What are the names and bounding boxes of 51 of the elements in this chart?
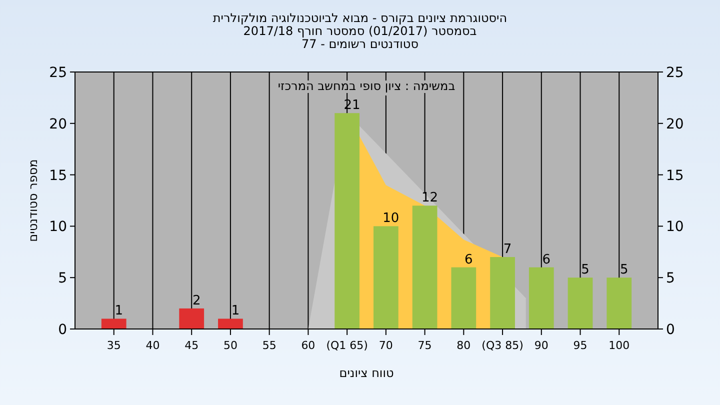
x-tick-label: 100 (608, 339, 630, 352)
y2-tick-label: 20 (666, 116, 684, 132)
data-label: 7 (503, 242, 512, 258)
x-tick-label: 45 (184, 339, 199, 352)
y-tick-label: 0 (58, 322, 67, 338)
bar (528, 267, 554, 329)
bar (179, 308, 204, 329)
chart-subtitle: בסמסטר (01/2017) סמסטר חורף 2017/18 סטודנטים רשומים - 77 (243, 24, 477, 51)
x-tick-label: (Q3 85) (482, 339, 524, 352)
bar (451, 267, 476, 329)
x-tick-label: 40 (146, 339, 160, 352)
x-tick-label: 50 (223, 339, 238, 352)
data-label: 5 (620, 262, 628, 278)
bar (606, 278, 632, 329)
bar (218, 318, 243, 329)
bar (334, 113, 360, 329)
y-axis-title: מספר סטודנטים (26, 159, 40, 242)
chart-title: היסטוגרמת ציונים בקורס - מבוא לביוטכנולוגיה מולקולרית (212, 11, 508, 25)
bar (490, 257, 515, 329)
data-label: 6 (542, 252, 551, 268)
x-axis-title: טווח ציונים (339, 366, 394, 380)
y2-tick-label: 25 (666, 65, 684, 81)
bar (412, 206, 438, 329)
x-tick-label: 35 (106, 339, 121, 352)
y2-tick-label: 15 (666, 168, 684, 184)
data-label: 12 (422, 190, 438, 206)
y2-tick-label: 5 (666, 270, 675, 287)
y2-tick-label: 0 (666, 322, 675, 338)
y-tick-label: 10 (49, 219, 67, 236)
x-tick-label: 95 (573, 339, 588, 352)
x-tick-label: 70 (378, 339, 393, 352)
data-label: 1 (114, 304, 124, 319)
y-tick-label: 15 (49, 168, 67, 184)
x-tick-label: 60 (301, 339, 316, 352)
x-tick-label: (Q1 65) (326, 339, 368, 352)
x-tick-label: 90 (534, 339, 548, 352)
bar (101, 318, 126, 329)
bar (568, 278, 593, 329)
data-label: 6 (464, 252, 473, 268)
data-label: 1 (231, 304, 240, 319)
data-label: 10 (382, 211, 400, 226)
x-tick-label: 55 (262, 339, 276, 352)
y-tick-label: 20 (49, 116, 67, 132)
data-label: 2 (192, 293, 201, 308)
y-tick-label: 5 (58, 270, 67, 287)
bar (373, 226, 398, 329)
x-tick-label: 80 (456, 339, 471, 352)
y-tick-label: 25 (49, 65, 67, 81)
y2-tick-label: 10 (666, 219, 684, 236)
x-tick-label: 75 (418, 339, 432, 352)
data-label: 5 (581, 262, 590, 278)
